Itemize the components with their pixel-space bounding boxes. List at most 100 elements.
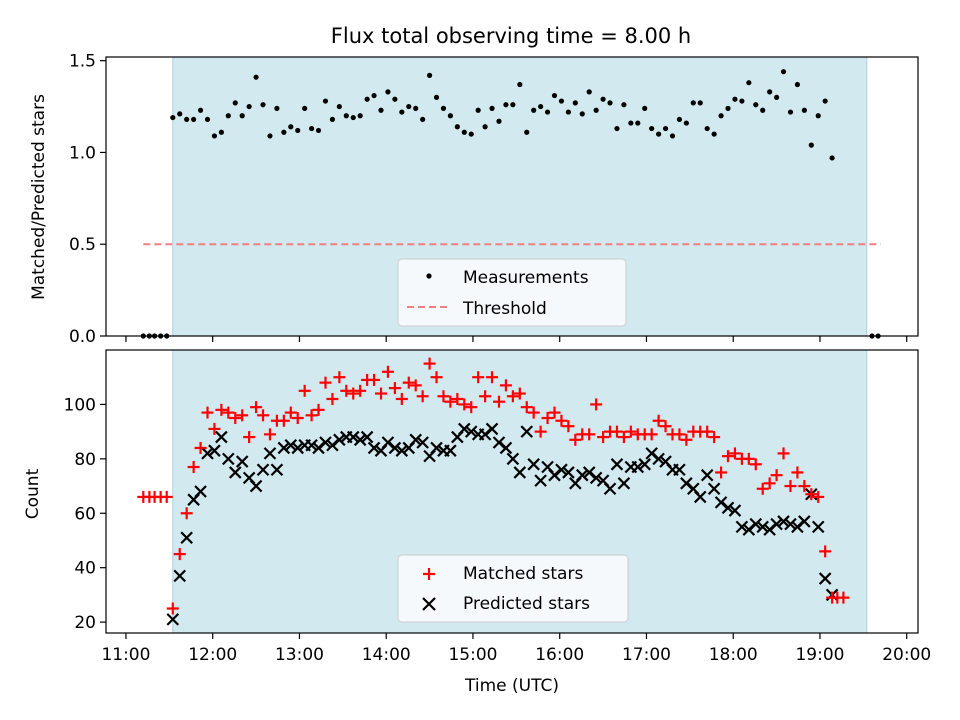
predicted-stars-point bbox=[575, 468, 589, 482]
measurement-point bbox=[211, 133, 218, 139]
measurement-point bbox=[357, 113, 363, 119]
matched-stars-point bbox=[562, 420, 575, 433]
measurement-point bbox=[350, 114, 356, 121]
matched-stars-point bbox=[430, 371, 443, 384]
predicted-stars-point bbox=[631, 460, 645, 474]
predicted-stars-point bbox=[430, 441, 443, 455]
matched-stars-point bbox=[749, 458, 762, 471]
matched-stars-point bbox=[465, 401, 478, 414]
measurement-point bbox=[315, 127, 322, 134]
legend-measurements-marker bbox=[426, 273, 432, 279]
measurement-point bbox=[440, 105, 447, 111]
matched-stars-point bbox=[534, 425, 547, 438]
measurement-point bbox=[392, 96, 398, 102]
matched-stars-point bbox=[715, 466, 728, 479]
matched-stars-point bbox=[416, 390, 429, 403]
predicted-stars-point bbox=[291, 441, 305, 455]
predicted-stars-point bbox=[499, 441, 513, 455]
measurement-point bbox=[732, 96, 738, 102]
measurement-point bbox=[475, 107, 481, 113]
predicted-stars-point bbox=[166, 613, 180, 626]
measurement-point bbox=[524, 129, 530, 135]
matched-stars-point bbox=[180, 507, 193, 520]
matched-stars-point bbox=[541, 412, 554, 425]
matched-stars-point bbox=[305, 409, 318, 422]
measurement-point bbox=[204, 116, 211, 123]
matched-stars-point bbox=[291, 412, 304, 425]
measurement-point bbox=[343, 113, 349, 119]
measurement-point bbox=[780, 69, 787, 75]
ratio-x-ticks bbox=[125, 336, 908, 342]
matched-stars-point bbox=[381, 365, 394, 378]
measurement-point bbox=[635, 120, 641, 126]
count-xtick-label: 17:00 bbox=[622, 645, 671, 665]
count-xtick-label: 12:00 bbox=[188, 645, 237, 665]
predicted-stars-point bbox=[707, 482, 721, 496]
count-ytick-label: 40 bbox=[74, 559, 96, 579]
count-xtick-label: 16:00 bbox=[535, 645, 584, 665]
matched-stars-point bbox=[201, 406, 214, 419]
measurement-point bbox=[600, 96, 606, 102]
matched-stars-point bbox=[340, 384, 353, 397]
predicted-stars-point bbox=[700, 468, 714, 482]
matched-stars-point bbox=[486, 371, 499, 384]
measurement-point bbox=[683, 120, 689, 126]
ratio-ytick-label: 0.0 bbox=[69, 327, 96, 347]
ratio-legend: Measurements Threshold bbox=[397, 258, 627, 327]
matched-stars-point bbox=[194, 441, 207, 454]
predicted-stars-point bbox=[520, 425, 534, 438]
measurement-point bbox=[454, 124, 460, 130]
matched-stars-point bbox=[583, 428, 596, 441]
measurement-point bbox=[218, 129, 224, 135]
matched-stars-point bbox=[673, 428, 686, 441]
measurement-point bbox=[406, 103, 412, 110]
matched-stars-point bbox=[798, 480, 811, 493]
predicted-stars-point bbox=[811, 520, 825, 534]
measurement-point bbox=[274, 105, 280, 111]
predicted-stars-point bbox=[194, 485, 207, 498]
predicted-stars-point bbox=[270, 463, 284, 477]
matched-stars-point bbox=[652, 414, 665, 427]
measurement-point bbox=[746, 80, 752, 86]
matched-stars-point bbox=[812, 490, 825, 503]
matched-stars-point bbox=[284, 406, 297, 419]
matched-stars-point bbox=[499, 379, 512, 392]
measurement-point bbox=[551, 92, 558, 99]
figure-title: Flux total observing time = 8.00 h bbox=[331, 24, 691, 48]
matched-stars-point bbox=[444, 395, 457, 408]
predicted-stars-point bbox=[201, 447, 214, 460]
matched-stars-point bbox=[208, 422, 221, 435]
matched-stars-point bbox=[701, 425, 714, 438]
matched-stars-point bbox=[756, 482, 769, 495]
measurement-point bbox=[246, 103, 252, 110]
measurement-point bbox=[385, 89, 391, 95]
measurement-point bbox=[371, 92, 377, 99]
matched-stars-point bbox=[569, 433, 582, 446]
measurement-point bbox=[517, 81, 523, 88]
measurement-point bbox=[642, 105, 648, 111]
predicted-stars-point bbox=[256, 463, 270, 477]
matched-stars-point bbox=[166, 602, 179, 615]
predicted-stars-point bbox=[589, 471, 603, 485]
matched-stars-point bbox=[624, 425, 637, 438]
count-xtick-label: 11:00 bbox=[101, 645, 150, 665]
matched-stars-point bbox=[527, 406, 540, 419]
matched-stars-point bbox=[548, 406, 561, 419]
matched-stars-point bbox=[402, 376, 415, 389]
matched-stars-point bbox=[610, 425, 623, 438]
predicted-stars-point bbox=[749, 517, 763, 531]
measurements-series bbox=[140, 69, 881, 339]
measurement-point bbox=[753, 102, 759, 108]
matched-stars-point bbox=[354, 384, 367, 397]
matched-stars-point bbox=[388, 382, 401, 395]
predicted-stars-point bbox=[353, 433, 367, 447]
legend-threshold-label: Threshold bbox=[462, 299, 547, 319]
measurement-point bbox=[808, 142, 814, 148]
predicted-stars-point bbox=[506, 452, 520, 466]
count-xtick-label: 19:00 bbox=[795, 645, 844, 665]
measurement-point bbox=[482, 124, 488, 130]
matched-stars-point bbox=[492, 395, 505, 408]
measurement-point bbox=[447, 113, 454, 119]
matched-stars-point bbox=[458, 398, 471, 411]
count-xtick-label: 13:00 bbox=[275, 645, 324, 665]
